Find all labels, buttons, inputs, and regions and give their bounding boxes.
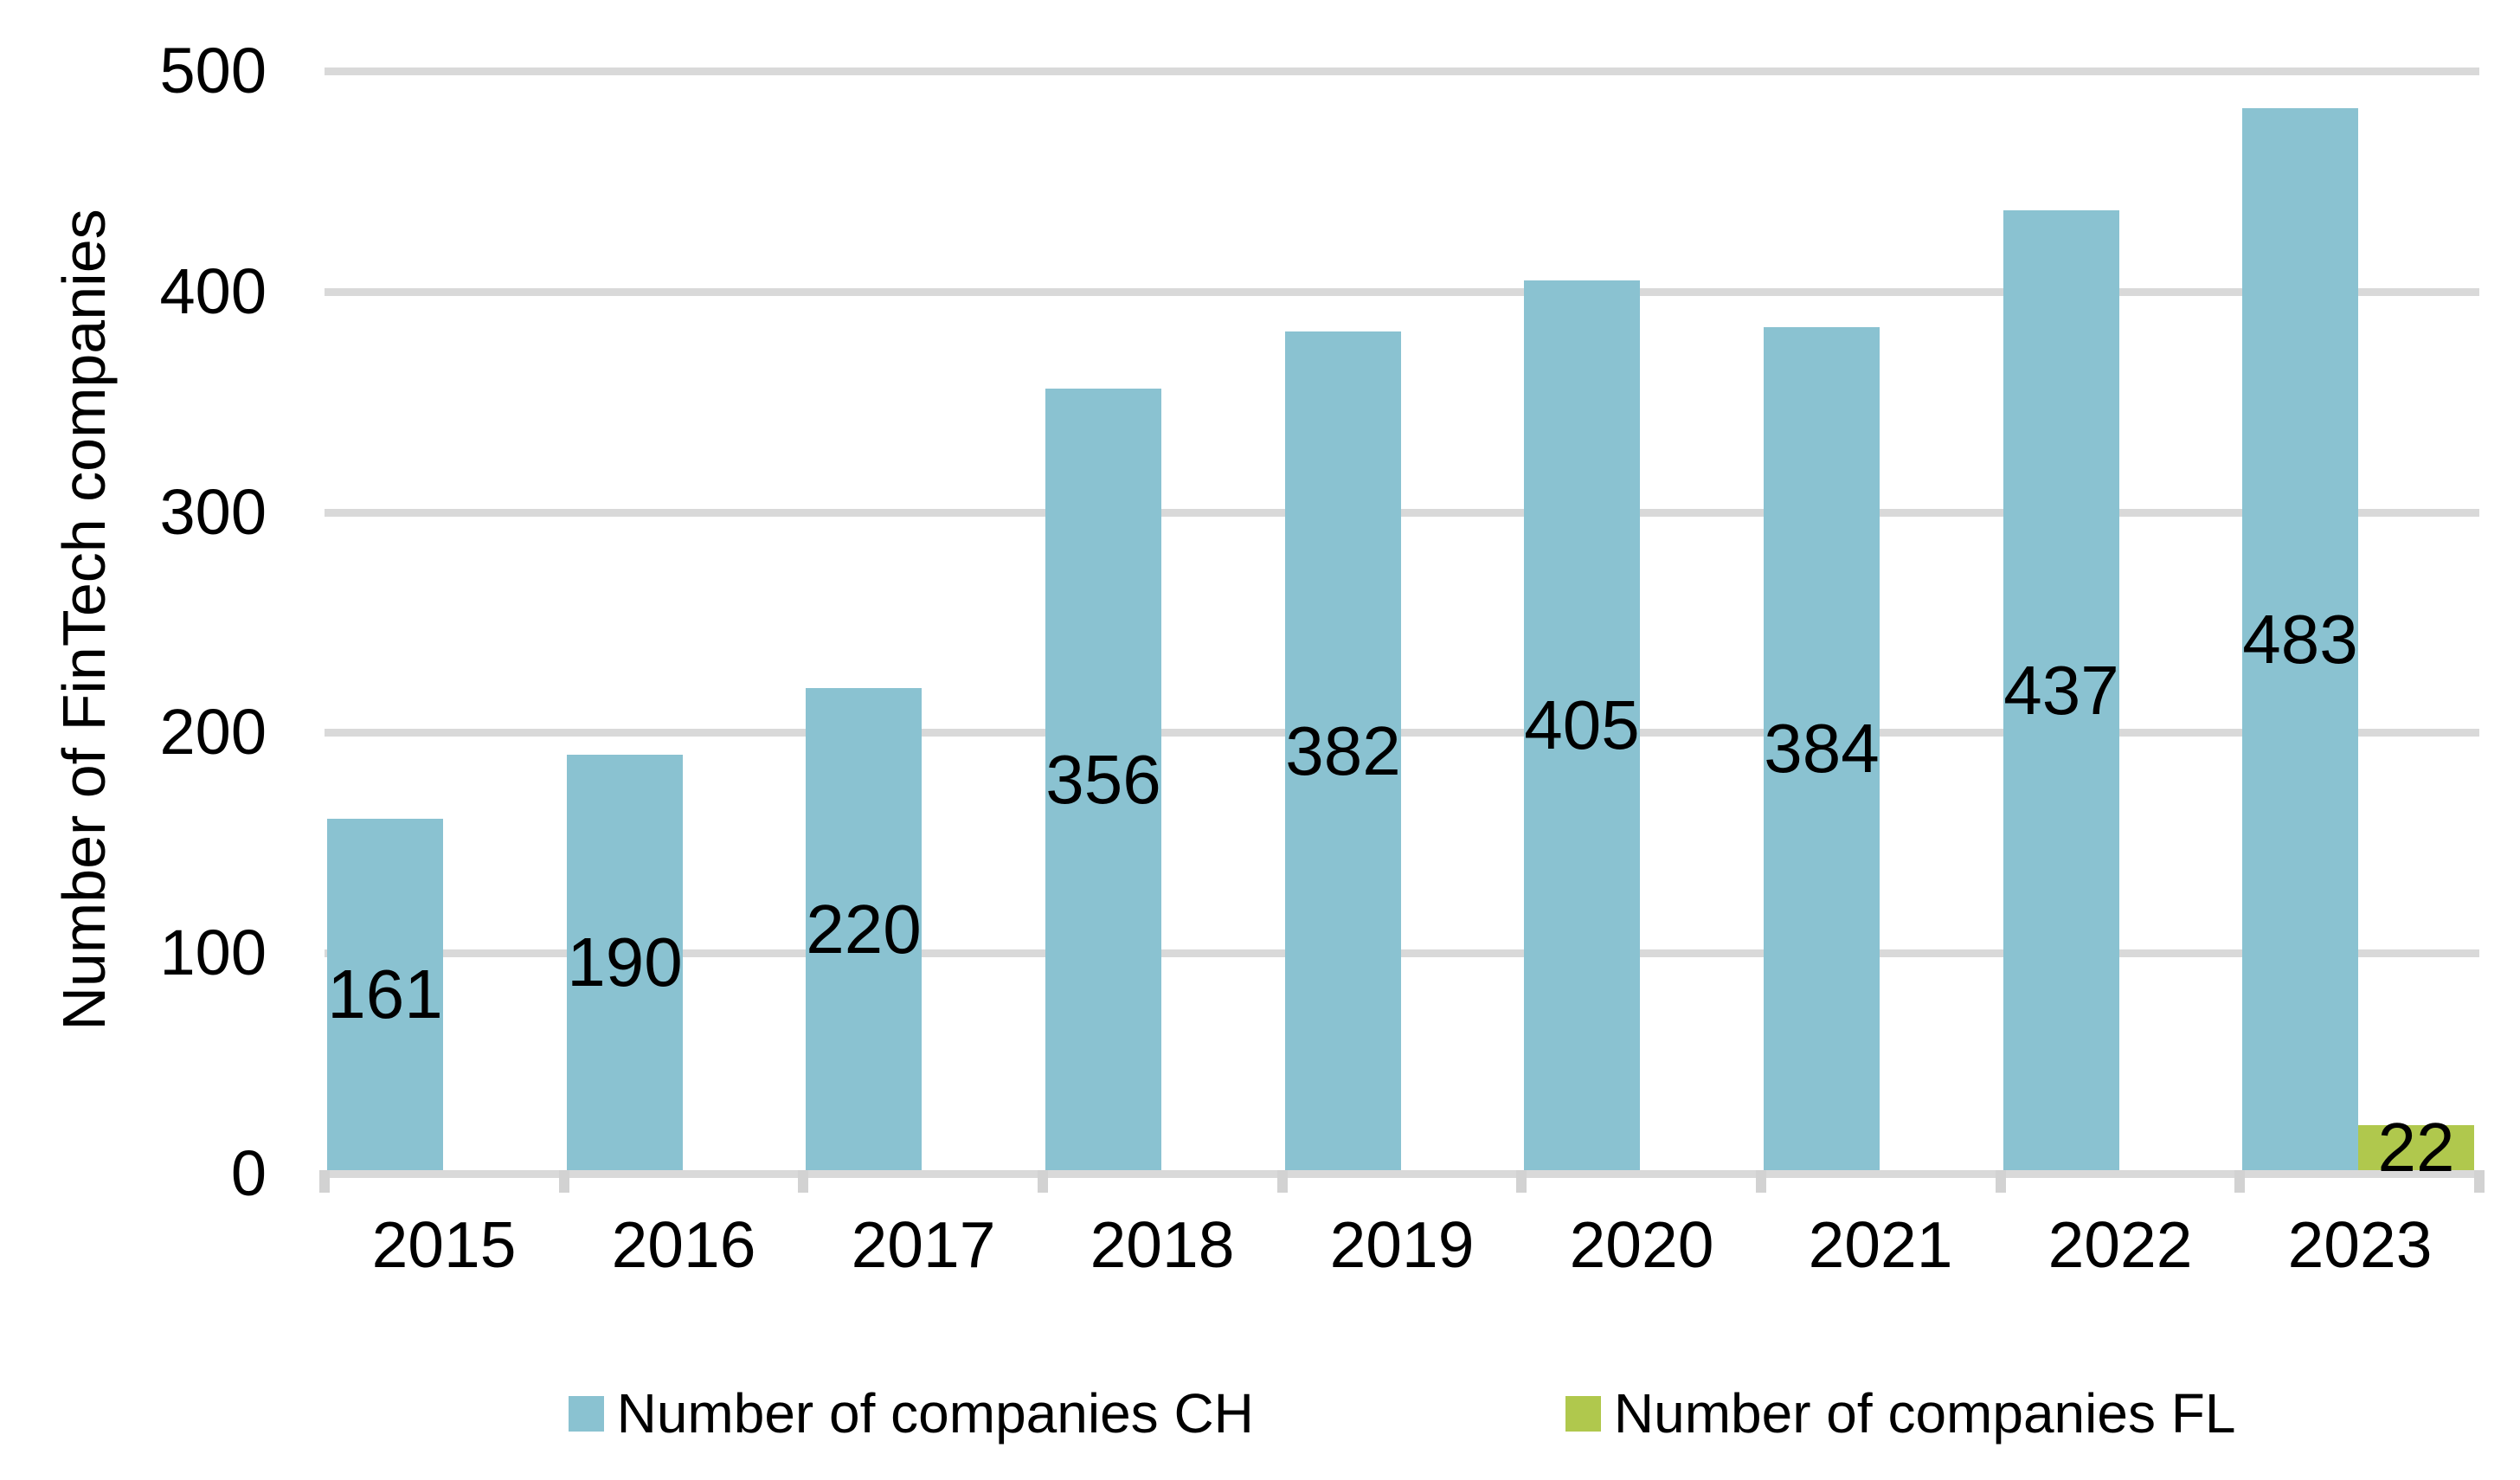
- bar-value-label-ch-2019: 382: [1285, 712, 1401, 789]
- x-tick-label-2021: 2021: [1808, 1208, 1953, 1281]
- x-axis-line: [325, 1170, 2479, 1178]
- bar-value-label-ch-2018: 356: [1045, 741, 1161, 818]
- x-tick-label-2019: 2019: [1329, 1208, 1475, 1281]
- bar-ch-2021: [1764, 327, 1880, 1170]
- gridline-200: [325, 729, 2479, 737]
- gridline-300: [325, 509, 2479, 517]
- y-tick-label-0: 0: [230, 1137, 267, 1209]
- y-axis-title: Number of FinTech companies: [50, 209, 118, 1031]
- gridline-400: [325, 288, 2479, 296]
- y-tick-label-400: 400: [159, 255, 267, 327]
- legend-swatch-ch: [568, 1395, 604, 1432]
- bar-value-label-ch-2023: 483: [2242, 601, 2358, 678]
- x-tick-label-2016: 2016: [611, 1208, 756, 1281]
- x-tick-5: [1516, 1170, 1527, 1193]
- x-tick-1: [559, 1170, 569, 1193]
- x-tick-label-2018: 2018: [1090, 1208, 1235, 1281]
- bar-value-label-ch-2022: 437: [2003, 652, 2119, 729]
- y-tick-label-300: 300: [159, 476, 267, 548]
- bar-value-label-ch-2020: 405: [1524, 686, 1640, 763]
- bar-value-label-ch-2021: 384: [1764, 710, 1880, 787]
- bar-ch-2020: [1524, 280, 1640, 1170]
- bar-ch-2022: [2003, 210, 2119, 1170]
- x-tick-7: [1996, 1170, 2006, 1193]
- x-tick-9: [2474, 1170, 2485, 1193]
- x-tick-label-2017: 2017: [851, 1208, 996, 1281]
- bar-value-label-ch-2017: 220: [806, 891, 922, 968]
- legend-swatch-fl: [1565, 1395, 1601, 1432]
- legend-label-fl: Number of companies FL: [1613, 1382, 2236, 1445]
- x-tick-label-2023: 2023: [2287, 1208, 2433, 1281]
- x-tick-label-2022: 2022: [2048, 1208, 2193, 1281]
- y-tick-label-500: 500: [159, 35, 267, 106]
- legend: Number of companies CH Number of companie…: [325, 1381, 2479, 1445]
- bar-value-label-ch-2015: 161: [327, 956, 443, 1033]
- x-tick-8: [2234, 1170, 2245, 1193]
- x-tick-6: [1756, 1170, 1766, 1193]
- legend-item-fl: Number of companies FL: [1565, 1382, 2236, 1445]
- bar-value-label-ch-2016: 190: [567, 923, 683, 1001]
- bar-ch-2016: [567, 755, 683, 1170]
- bar-ch-2015: [327, 819, 443, 1170]
- y-tick-label-200: 200: [159, 696, 267, 768]
- x-tick-label-2020: 2020: [1569, 1208, 1714, 1281]
- bar-ch-2019: [1285, 331, 1401, 1170]
- gridline-100: [325, 949, 2479, 957]
- bar-value-label-fl-2023: 22: [2377, 1109, 2455, 1186]
- x-tick-label-2015: 2015: [371, 1208, 517, 1281]
- bar-ch-2023: [2242, 108, 2358, 1170]
- gridline-500: [325, 68, 2479, 75]
- bar-ch-2017: [806, 688, 922, 1170]
- legend-label-ch: Number of companies CH: [616, 1382, 1254, 1445]
- y-tick-label-100: 100: [159, 917, 267, 988]
- bar-ch-2018: [1045, 389, 1161, 1170]
- x-tick-4: [1277, 1170, 1288, 1193]
- bar-fl-2023: [2358, 1125, 2474, 1170]
- x-tick-0: [319, 1170, 330, 1193]
- legend-item-ch: Number of companies CH: [568, 1382, 1254, 1445]
- x-tick-2: [798, 1170, 808, 1193]
- x-tick-3: [1038, 1170, 1048, 1193]
